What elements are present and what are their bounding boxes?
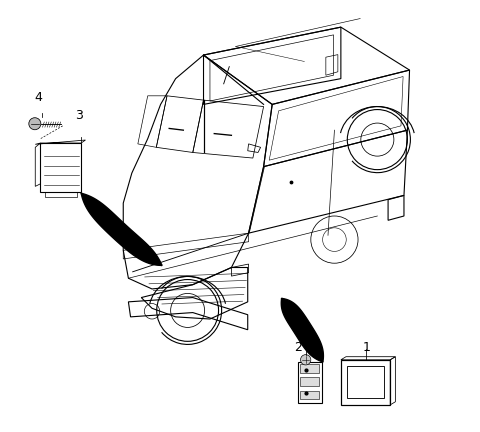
Polygon shape <box>281 298 324 362</box>
Circle shape <box>29 118 41 130</box>
Bar <box>341 360 390 405</box>
Bar <box>300 391 319 399</box>
Text: 4: 4 <box>35 92 43 105</box>
Bar <box>298 362 322 403</box>
Circle shape <box>300 355 311 365</box>
Bar <box>40 143 81 192</box>
Bar <box>348 366 384 398</box>
Text: 1: 1 <box>363 341 371 354</box>
Text: 3: 3 <box>75 108 83 121</box>
Bar <box>300 378 319 386</box>
Bar <box>45 191 77 197</box>
Text: 2: 2 <box>294 341 302 354</box>
Polygon shape <box>81 193 162 266</box>
Bar <box>300 364 319 373</box>
